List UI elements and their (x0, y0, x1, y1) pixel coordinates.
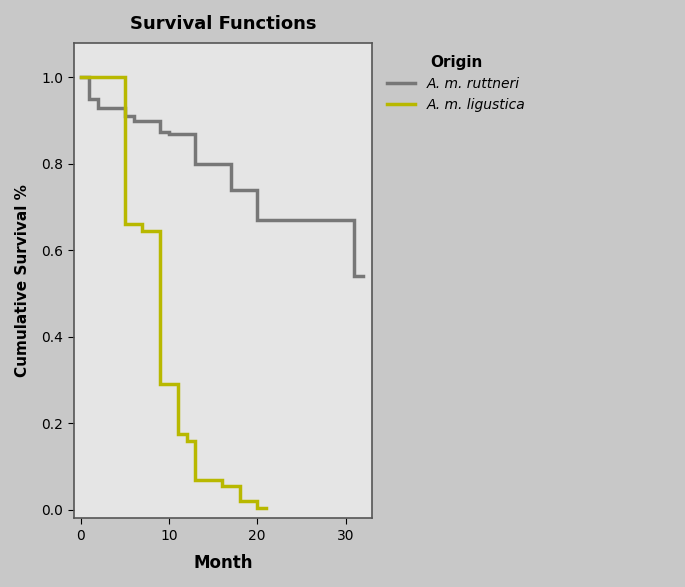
Legend: A. m. ruttneri, A. m. ligustica: A. m. ruttneri, A. m. ligustica (382, 50, 531, 118)
Y-axis label: Cumulative Survival %: Cumulative Survival % (15, 184, 30, 377)
X-axis label: Month: Month (193, 554, 253, 572)
Title: Survival Functions: Survival Functions (129, 15, 316, 33)
